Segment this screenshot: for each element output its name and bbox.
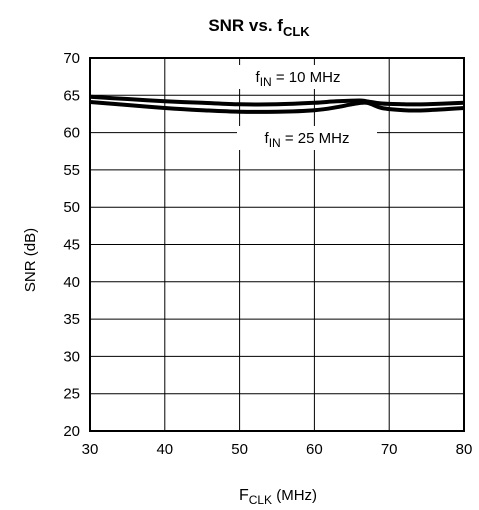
x-tick-label: 70 [381,441,398,458]
series-annotation: fIN = 10 MHz [256,69,341,89]
x-axis-label-rest: (MHz) [272,487,317,504]
x-tick-label: 60 [306,441,323,458]
y-tick-label: 20 [63,423,80,440]
y-tick-label: 30 [63,348,80,365]
x-tick-label: 80 [456,441,473,458]
series-annotation: fIN = 25 MHz [265,130,350,150]
chart-grid [89,57,465,432]
y-tick-label: 70 [63,50,80,67]
chart-series [89,94,465,114]
annotation-background [217,65,379,89]
y-tick-label: 25 [63,386,80,403]
x-axis-label-sub: CLK [249,493,272,507]
x-axis-label-main: F [239,487,249,504]
plot-frame [89,57,465,432]
annotation-symbol: f [256,69,261,86]
series-line-1 [89,94,465,107]
annotation-symbol: f [265,130,270,147]
y-tick-label: 60 [63,125,80,142]
x-tick-label: 50 [231,441,248,458]
y-tick-label: 45 [63,237,80,254]
annotation-value: = 10 MHz [272,69,341,86]
chart-title-main: SNR vs. f [208,16,283,35]
annotation-subscript: IN [260,75,272,89]
y-tick-label: 35 [63,311,80,328]
y-axis-label: SNR (dB) [22,228,39,292]
y-tick-label: 55 [63,162,80,179]
x-tick-label: 40 [156,441,173,458]
chart-ticks: 20 25 30 35 40 45 50 55 60 65 70 30 40 50 60 70 80 [63,50,472,458]
annotation-background [237,126,377,150]
y-tick-label: 50 [63,199,80,216]
chart-title: SNR vs. fCLK [208,16,310,39]
series-line-2 [89,100,465,114]
x-tick-label: 30 [82,441,99,458]
annotation-subscript: IN [269,136,281,150]
chart-title-sub: CLK [283,24,310,39]
y-tick-label: 65 [63,87,80,104]
y-tick-label: 40 [63,274,80,291]
annotation-value: = 25 MHz [281,130,350,147]
x-axis-label: FCLK (MHz) [239,487,317,507]
